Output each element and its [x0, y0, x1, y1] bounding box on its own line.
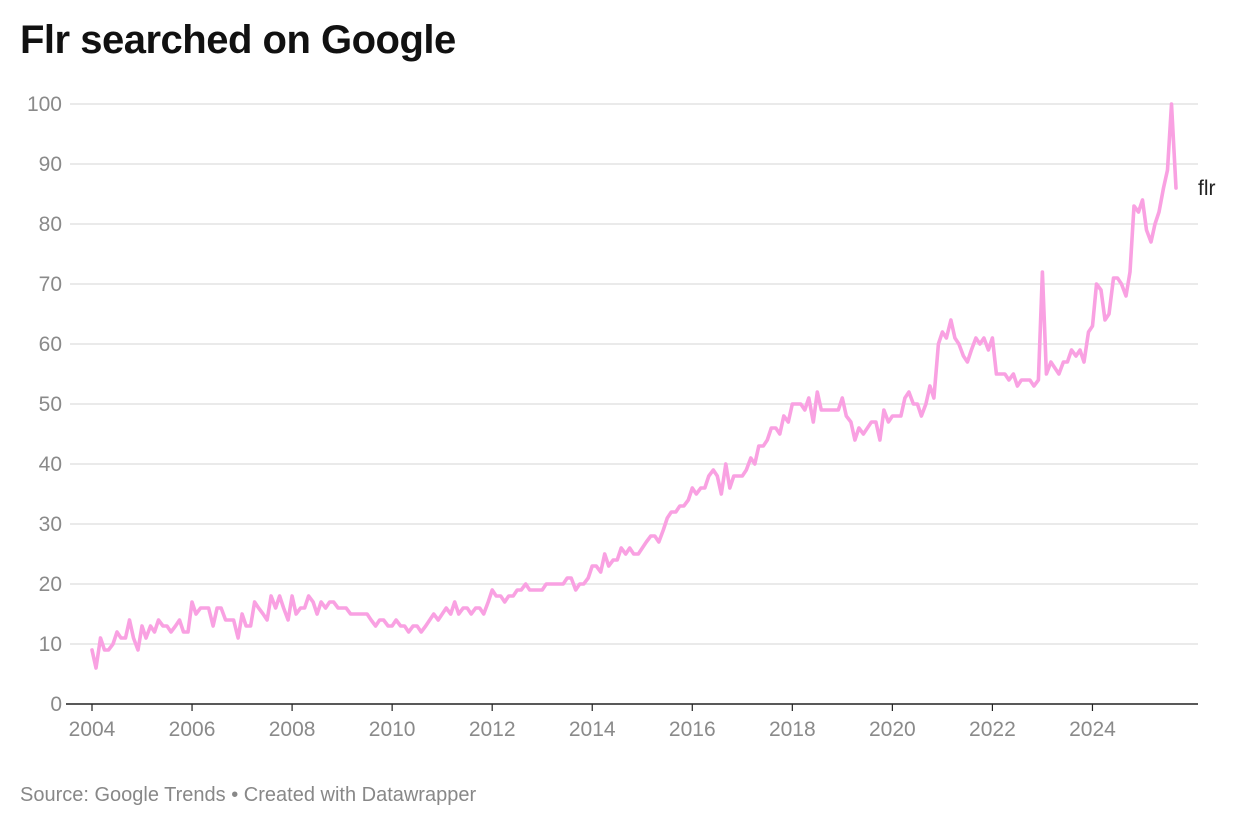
x-tick-label-2016: 2016	[669, 718, 716, 741]
x-tick-label-2010: 2010	[369, 718, 416, 741]
y-tick-label-20: 20	[39, 573, 62, 596]
grid-lines	[70, 103, 1198, 645]
x-tick-label-2014: 2014	[569, 718, 616, 741]
x-tick-label-2022: 2022	[969, 718, 1016, 741]
source-footer: Source: Google Trends • Created with Dat…	[20, 784, 477, 806]
series-label-flr: flr	[1198, 177, 1216, 200]
y-tick-label-10: 10	[39, 633, 62, 656]
x-tick-label-2018: 2018	[769, 718, 816, 741]
series-group: flr	[90, 102, 1216, 670]
y-tick-label-60: 60	[39, 333, 62, 356]
y-tick-label-70: 70	[39, 273, 62, 296]
chart-title: Flr searched on Google	[20, 18, 456, 62]
series-line-flr	[90, 102, 1178, 670]
y-tick-label-30: 30	[39, 513, 62, 536]
x-tick-label-2020: 2020	[869, 718, 916, 741]
y-tick-label-80: 80	[39, 213, 62, 236]
y-tick-label-100: 100	[27, 93, 62, 116]
x-tick-label-2024: 2024	[1069, 718, 1116, 741]
y-tick-label-40: 40	[39, 453, 62, 476]
y-tick-label-0: 0	[50, 693, 62, 716]
x-tick-label-2004: 2004	[69, 718, 116, 741]
x-axis-ticks: 2004 2006 2008 2010 2012 2014 2016 2018 2020 2022…	[69, 704, 1116, 741]
y-axis-ticks: 0 10 20 30 40 50 60 70 80 90 100	[27, 93, 62, 716]
y-tick-label-50: 50	[39, 393, 62, 416]
x-tick-label-2012: 2012	[469, 718, 516, 741]
x-tick-label-2006: 2006	[169, 718, 216, 741]
y-tick-label-90: 90	[39, 153, 62, 176]
x-tick-label-2008: 2008	[269, 718, 316, 741]
